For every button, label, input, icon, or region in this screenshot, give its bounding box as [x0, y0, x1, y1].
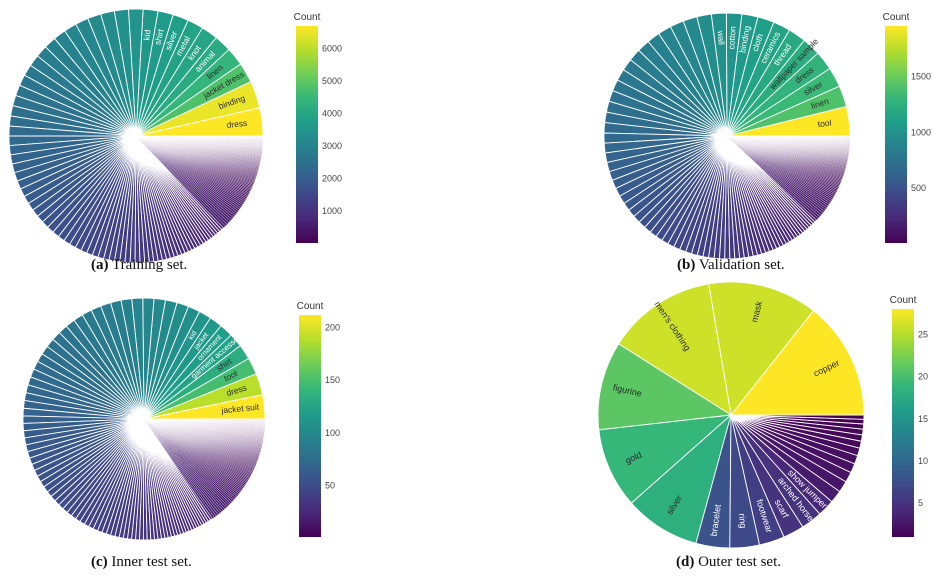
colorbar-tick-label: 5000	[322, 76, 342, 86]
colorbar-tick-label: 10	[918, 456, 928, 466]
caption-c-letter: (c)	[91, 554, 108, 570]
colorbar-tick-label: 200	[325, 323, 340, 333]
slice-label-ring: ring	[737, 513, 749, 529]
slice-label-kid: kid	[141, 29, 152, 41]
colorbar-tick-label: 2000	[322, 173, 342, 183]
colorbar-tick-label: 150	[325, 375, 340, 385]
colorbar-tick-label: 6000	[322, 44, 342, 54]
colorbar-tick-label: 1000	[911, 127, 931, 137]
colorbar-tick-label: 50	[325, 480, 335, 490]
colorbar-2: Count 500 1000 1500	[883, 12, 931, 243]
caption-a: (a) Training set.	[91, 257, 187, 274]
colorbar-tick-label: 3000	[322, 141, 342, 151]
slice-label-cotton: cotton	[726, 26, 737, 50]
colorbar-tick-label: 25	[918, 329, 928, 339]
colorbar-title: Count	[890, 295, 917, 306]
slice-label-tool: tool	[817, 118, 832, 130]
colorbar-gradient	[296, 26, 318, 243]
colorbar-tick-label: 4000	[322, 109, 342, 119]
slice-label-wall: wall	[716, 29, 727, 45]
colorbar-tick-label: 15	[918, 414, 928, 424]
colorbar-title: Count	[297, 301, 324, 312]
colorbar-gradient	[299, 315, 321, 537]
colorbar-gradient	[885, 26, 907, 243]
caption-d-text: Outer test set.	[698, 554, 781, 570]
caption-b-letter: (b)	[677, 257, 695, 273]
colorbar-tick-label: 500	[911, 183, 926, 193]
caption-a-text: Training set.	[112, 257, 187, 273]
caption-d: (d) Outer test set.	[676, 554, 781, 571]
colorbar-title: Count	[294, 12, 321, 23]
caption-c-text: Inner test set.	[111, 554, 191, 570]
colorbar-tick-label: 5	[918, 498, 923, 508]
caption-d-letter: (d)	[676, 554, 694, 570]
caption-b: (b) Validation set.	[677, 257, 785, 274]
colorbar-4: Count 5 10 15 20 25	[890, 295, 928, 537]
caption-b-text: Validation set.	[699, 257, 785, 273]
colorbar-tick-label: 1500	[911, 71, 931, 81]
caption-c: (c) Inner test set.	[91, 554, 192, 571]
colorbar-tick-label: 20	[918, 372, 928, 382]
colorbar-tick-label: 100	[325, 428, 340, 438]
colorbar-tick-label: 1000	[322, 206, 342, 216]
colorbar-gradient	[892, 309, 914, 537]
colorbar-title: Count	[883, 12, 910, 23]
caption-a-letter: (a)	[91, 257, 109, 273]
colorbar-3: Count 50 100 150 200	[297, 301, 340, 537]
colorbar-1: Count 1000 2000 3000 4000 5000 6000	[294, 12, 342, 243]
